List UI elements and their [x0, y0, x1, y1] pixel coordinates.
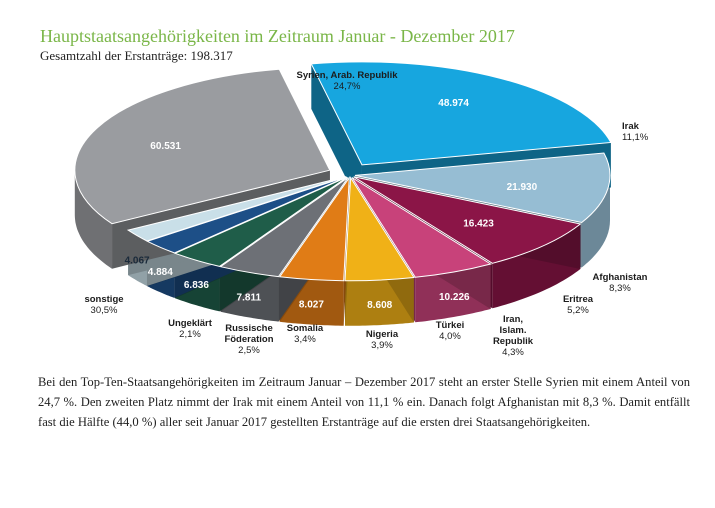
pie-labels: 48.974 Syrien, Arab. Republik 24,7% 21.930 I… [84, 70, 648, 358]
category-label-t-rkei: Türkei 4,0% [436, 320, 465, 342]
category-label-afghanistan: Afghanistan 8,3% [593, 272, 648, 294]
category-name: Irak [622, 121, 640, 132]
category-name: Iran, [503, 314, 523, 325]
slice-side-irak [581, 175, 610, 268]
category-name: Nigeria [366, 329, 399, 340]
percent-label: 2,5% [238, 345, 260, 356]
percent-label: 8,3% [609, 283, 631, 294]
percent-label: 24,7% [334, 81, 361, 92]
slice-cut-syrien-arab-republik [311, 63, 362, 210]
category-label-russische-f-deration: Russische Föderation 2,5% [224, 323, 273, 356]
category-name: Russische [225, 323, 273, 334]
category-label-syrien-arab-republik: Syrien, Arab. Republik 24,7% [296, 70, 398, 92]
slice-afghanistan [353, 176, 582, 264]
category-name: Ungeklärt [168, 318, 213, 329]
slice-syrien-arab-republik [310, 61, 612, 166]
category-name: Somalia [287, 323, 324, 334]
value-label-somalia: 6.836 [184, 280, 209, 291]
percent-label: 2,1% [179, 329, 201, 340]
pie-tops [74, 61, 612, 282]
slice-side-sonstige [74, 170, 112, 269]
category-name: Türkei [436, 320, 465, 331]
category-label-sonstige: sonstige 30,5% [84, 294, 123, 316]
category-label-nigeria: Nigeria 3,9% [366, 329, 399, 351]
percent-label: 30,5% [91, 305, 118, 316]
category-label-irak: Irak 11,1% [622, 121, 649, 143]
category-label-somalia: Somalia 3,4% [287, 323, 324, 345]
slice-somalia [173, 176, 348, 267]
percent-label: 5,2% [567, 305, 589, 316]
value-label-eritrea: 10.226 [439, 292, 470, 303]
chart-title: Hauptstaatsangehörigkeiten im Zeitraum J… [40, 26, 515, 46]
category-label-ungekl-rt: Ungeklärt 2,1% [168, 318, 213, 340]
value-label-afghanistan: 16.423 [463, 219, 494, 230]
percent-label: 4,3% [502, 347, 524, 358]
chart-subtitle: Gesamtzahl der Erstanträge: 198.317 [40, 48, 233, 63]
category-label-iran-islam-republik: Iran, Islam. Republik 4,3% [493, 314, 534, 358]
slice-iran-islam-republik [344, 176, 415, 282]
category-label-eritrea: Eritrea 5,2% [563, 294, 594, 316]
percent-label: 3,9% [371, 340, 393, 351]
category-name: sonstige [84, 294, 123, 305]
value-label-ungekl-rt: 4.067 [125, 256, 150, 267]
percent-label: 4,0% [439, 331, 461, 342]
summary-paragraph: Bei den Top-Ten-Staatsangehörigkeiten im… [38, 375, 690, 429]
slice-sonstige [74, 68, 331, 225]
percent-label: 3,4% [294, 334, 316, 345]
value-label-sonstige: 60.531 [150, 141, 181, 152]
category-name: Syrien, Arab. Republik [296, 70, 398, 81]
category-name: Islam. [500, 325, 527, 336]
slice-eritrea [351, 177, 492, 278]
category-name: Föderation [224, 334, 273, 345]
percent-label: 11,1% [622, 132, 649, 143]
slice-t-rkei [278, 175, 350, 282]
value-label-irak: 21.930 [507, 182, 538, 193]
value-label-russische-f-deration: 4.884 [148, 267, 173, 278]
pie-chart: 48.974 Syrien, Arab. Republik 24,7% 21.930 I… [74, 61, 649, 358]
category-name: Eritrea [563, 294, 594, 305]
category-name: Republik [493, 336, 534, 347]
value-label-nigeria: 7.811 [237, 292, 262, 303]
slice-ungekl-rt [126, 176, 347, 242]
value-label-iran-islam-republik: 8.608 [367, 300, 392, 311]
slice-irak [354, 152, 611, 224]
value-label-syrien-arab-republik: 48.974 [438, 98, 469, 109]
slice-nigeria [219, 177, 349, 278]
value-label-t-rkei: 8.027 [299, 300, 324, 311]
category-name: Afghanistan [593, 272, 648, 283]
